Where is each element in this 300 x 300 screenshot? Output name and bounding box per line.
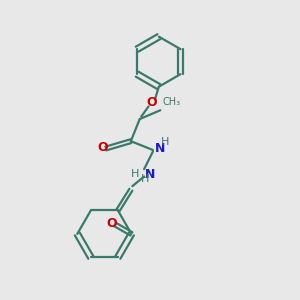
Text: H: H <box>141 174 149 184</box>
Text: N: N <box>145 168 155 181</box>
Text: N: N <box>155 142 166 155</box>
Text: H: H <box>161 137 170 147</box>
Text: O: O <box>106 217 117 230</box>
Text: H: H <box>130 169 139 179</box>
Text: O: O <box>97 141 108 154</box>
Text: O: O <box>146 96 157 110</box>
Text: CH₃: CH₃ <box>163 97 181 107</box>
